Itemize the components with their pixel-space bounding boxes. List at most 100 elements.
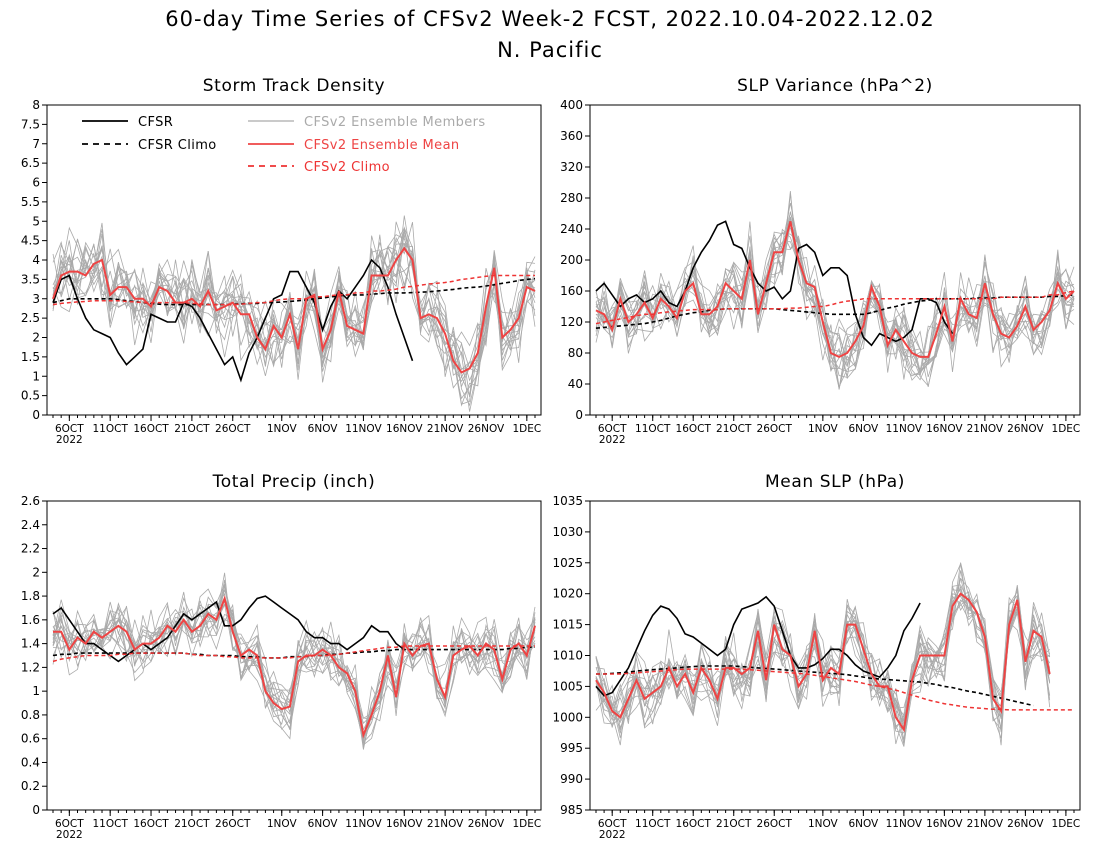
- y-tick-label: 7.5: [21, 117, 40, 131]
- y-tick-label: 2: [32, 565, 40, 579]
- x-tick-label: 6OCT: [598, 818, 627, 830]
- figure-title: 60-day Time Series of CFSv2 Week-2 FCST,…: [165, 7, 934, 31]
- ensemble-member-line: [52, 222, 536, 405]
- x-tick-label: 21OCT: [716, 423, 752, 435]
- ensemble-members: [595, 562, 1051, 747]
- y-tick-label: 120: [560, 315, 583, 329]
- y-tick-label: 0: [575, 408, 583, 422]
- ensemble-member-line: [595, 594, 1051, 745]
- y-tick-label: 8: [32, 98, 40, 112]
- x-tick-label: 1NOV: [808, 818, 839, 830]
- y-tick-label: 1.2: [21, 660, 40, 674]
- ensemble-member-line: [595, 191, 1075, 370]
- y-tick-label: 6: [32, 176, 40, 190]
- x-tick-label: 21OCT: [174, 818, 210, 830]
- y-tick-label: 1: [32, 684, 40, 698]
- y-tick-label: 200: [560, 253, 583, 267]
- x-year-label: 2022: [56, 434, 83, 446]
- y-tick-label: 360: [560, 129, 583, 143]
- series-line-cfsv2-ensemble-mean: [595, 592, 1051, 733]
- x-tick-label: 11OCT: [92, 818, 128, 830]
- ensemble-member-line: [595, 202, 1075, 372]
- x-tick-label: 6NOV: [308, 423, 339, 435]
- x-tick-label: 26NOV: [468, 818, 505, 830]
- y-tick-label: 1010: [552, 649, 583, 663]
- y-tick-label: 2: [32, 331, 40, 345]
- series-line-cfsr: [595, 595, 921, 697]
- series-line-cfsr: [595, 220, 954, 347]
- y-tick-label: 2.6: [21, 494, 40, 508]
- ensemble-member-line: [52, 221, 536, 383]
- legend: CFSR CFSR Climo CFSv2 Ensemble Members CFSv…: [82, 115, 486, 175]
- x-tick-label: 26OCT: [215, 818, 251, 830]
- x-tick-label: 16NOV: [386, 818, 423, 830]
- panels: Storm Track Density 0 0.5 1 1.5 2 2.5 3 3.5 4 4.5 5…: [21, 76, 1081, 841]
- x-tick-label: 26NOV: [1007, 423, 1044, 435]
- x-tick-label: 11OCT: [635, 423, 671, 435]
- legend-label-cfsv2-climo: CFSv2 Climo: [304, 160, 390, 175]
- x-tick-label: 6NOV: [848, 423, 879, 435]
- ensemble-member-line: [52, 226, 536, 398]
- x-tick-label: 6NOV: [848, 818, 879, 830]
- x-tick-label: 16OCT: [133, 423, 169, 435]
- y-tick-label: 2.4: [21, 518, 40, 532]
- ensemble-member-line: [595, 562, 1051, 730]
- y-tick-label: 0.8: [21, 708, 40, 722]
- ensemble-member-line: [595, 587, 1051, 739]
- series-line-cfsv2-ensemble-mean: [52, 246, 536, 374]
- x-tick-label: 26NOV: [468, 423, 505, 435]
- x-tick-label: 21NOV: [427, 423, 464, 435]
- y-tick-label: 1.6: [21, 613, 40, 627]
- ensemble-members: [52, 215, 536, 412]
- x-tick-label: 21NOV: [427, 818, 464, 830]
- y-tick-label: 6.5: [21, 156, 40, 170]
- x-tick-label: 21OCT: [174, 423, 210, 435]
- ensemble-member-line: [595, 217, 1075, 369]
- y-tick-label: 1020: [552, 587, 583, 601]
- chart-panel-2: SLP Variance (hPa^2) 0 40 80 120 160 200 240 280…: [560, 76, 1081, 446]
- x-tick-label: 26OCT: [215, 423, 251, 435]
- y-tick-label: 1015: [552, 618, 583, 632]
- y-tick-label: 3: [32, 292, 40, 306]
- legend-label-members: CFSv2 Ensemble Members: [304, 115, 486, 130]
- x-tick-label: 6OCT: [55, 423, 84, 435]
- y-tick-label: 2.2: [21, 542, 40, 556]
- series-line-cfsr-climo: [52, 646, 535, 659]
- x-tick-label: 1NOV: [267, 818, 298, 830]
- x-year-label: 2022: [56, 829, 83, 841]
- y-tick-label: 1035: [552, 494, 583, 508]
- y-tick-label: 1005: [552, 679, 583, 693]
- ensemble-members: [52, 572, 536, 750]
- y-tick-label: 5.5: [21, 195, 40, 209]
- ensemble-member-line: [595, 578, 1051, 746]
- ensemble-members: [595, 191, 1075, 390]
- chart-panel-3: Total Precip (inch) 0 0.2 0.4 0.6 0.8 1 1.2 1.4 1…: [21, 472, 542, 841]
- chart-panel-4: Mean SLP (hPa) 985 990 995 1000 1005 1010 1015 1…: [552, 472, 1081, 841]
- y-tick-label: 3.5: [21, 272, 40, 286]
- x-tick-label: 11NOV: [345, 818, 382, 830]
- y-tick-label: 0: [32, 803, 40, 817]
- x-tick-label: 16OCT: [133, 818, 169, 830]
- x-tick-label: 26OCT: [757, 818, 793, 830]
- x-tick-label: 11OCT: [635, 818, 671, 830]
- series-line-cfsv2-climo: [52, 274, 535, 306]
- x-tick-label: 6OCT: [55, 818, 84, 830]
- legend-label-cfsr-climo: CFSR Climo: [138, 138, 217, 153]
- x-tick-label: 1DEC: [1052, 423, 1081, 435]
- x-tick-label: 1DEC: [512, 423, 541, 435]
- x-year-label: 2022: [599, 434, 626, 446]
- panel-title: Storm Track Density: [203, 76, 385, 96]
- y-tick-label: 1.8: [21, 589, 40, 603]
- y-tick-label: 1030: [552, 525, 583, 539]
- series-line-cfsr: [52, 595, 405, 663]
- x-tick-label: 6NOV: [308, 818, 339, 830]
- y-tick-label: 1.4: [21, 637, 40, 651]
- x-tick-label: 1NOV: [808, 423, 839, 435]
- ensemble-member-line: [595, 587, 1050, 745]
- y-tick-label: 40: [568, 377, 583, 391]
- x-tick-label: 16OCT: [676, 423, 712, 435]
- y-tick-label: 400: [560, 98, 583, 112]
- x-tick-label: 16OCT: [676, 818, 712, 830]
- y-tick-label: 995: [560, 741, 583, 755]
